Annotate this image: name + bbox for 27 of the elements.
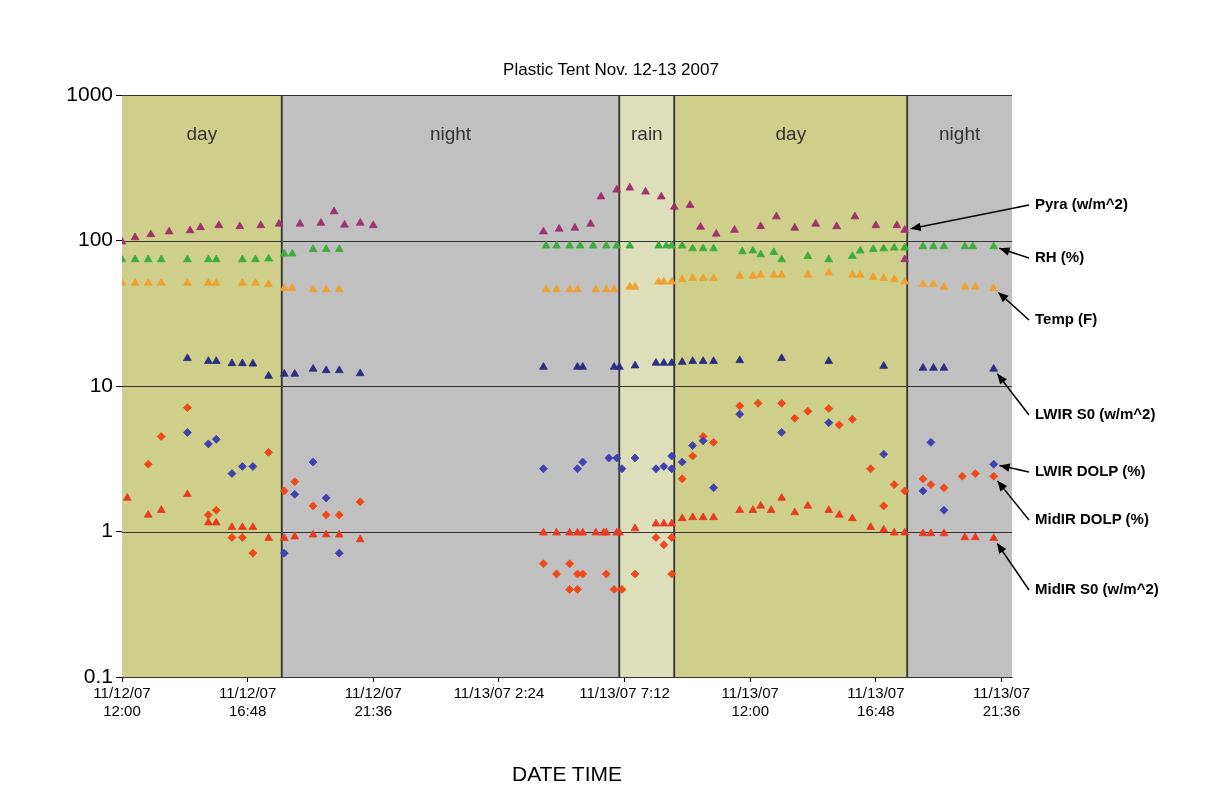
text: MidIR S0 (w/m^2) (1035, 580, 1159, 598)
x-tick-label: 11/13/07 12:00 (721, 684, 779, 720)
chart-title: Plastic Tent Nov. 12-13 2007 (503, 59, 719, 79)
y-tick-label: 100 (77, 227, 113, 251)
x-tick-label: 11/13/07 16:48 (847, 684, 905, 720)
band-label: day (775, 123, 807, 145)
y-tick-label: 1 (101, 518, 113, 542)
band-label: night (939, 123, 981, 145)
text: RH (%) (1035, 248, 1085, 266)
text: Pyra (w/m^2) (1035, 195, 1128, 213)
band-label: night (429, 123, 472, 145)
y-tick-label: 1000 (66, 81, 113, 105)
x-tick-label: 11/13/07 2:24 (453, 684, 545, 702)
x-tick-label: 11/13/07 21:36 (972, 684, 1031, 720)
text: LWIR DOLP (%) (1035, 462, 1146, 480)
x-tick-label: 11/12/07 12:00 (93, 684, 151, 720)
x-tick-label: 11/12/07 16:48 (219, 684, 277, 720)
text: Temp (F) (1035, 310, 1098, 328)
text: MidIR DOLP (%) (1035, 510, 1149, 528)
y-tick-label: 10 (89, 372, 113, 396)
y-tick-label: 0.1 (83, 663, 113, 687)
x-axis-title: DATE TIME (511, 762, 623, 786)
x-tick-label: 11/13/07 7:12 (579, 684, 670, 702)
x-tick-label: 11/12/07 21:36 (344, 684, 402, 720)
text: LWIR S0 (w/m^2) (1035, 405, 1156, 423)
band-label: day (186, 123, 218, 145)
band-label: rain (630, 123, 663, 145)
